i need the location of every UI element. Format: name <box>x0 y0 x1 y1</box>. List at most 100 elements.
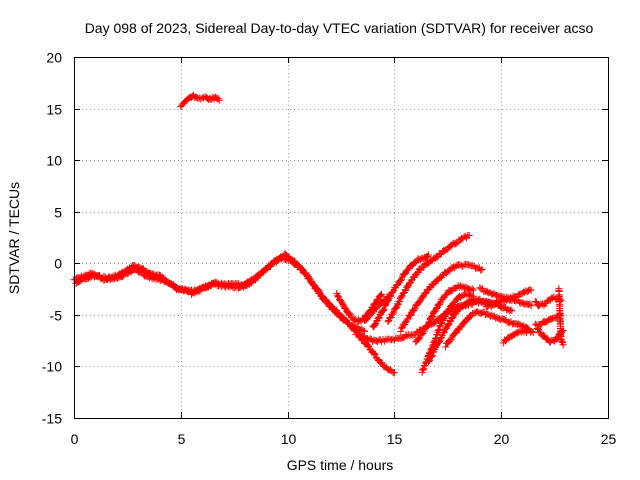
y-tick-label: 5 <box>54 205 62 221</box>
data-point <box>490 301 498 309</box>
data-point <box>536 328 544 336</box>
y-tick-label: 15 <box>46 102 62 118</box>
data-point <box>457 261 465 269</box>
data-point <box>98 274 106 282</box>
data-point <box>106 276 114 284</box>
data-point <box>425 319 433 327</box>
data-point <box>415 299 423 307</box>
data-point <box>404 266 412 274</box>
data-point <box>435 337 443 345</box>
data-point <box>508 307 516 315</box>
series-track-f <box>360 291 394 324</box>
x-tick-label: 0 <box>71 431 79 447</box>
data-point <box>444 320 452 328</box>
y-axis-label: SDTVAR / TECUs <box>6 182 22 294</box>
data-point <box>435 326 443 334</box>
data-point <box>364 342 372 350</box>
data-point <box>548 294 556 302</box>
data-point <box>528 327 536 335</box>
series-track-j <box>412 282 477 346</box>
data-point <box>426 356 434 364</box>
data-point <box>384 318 392 326</box>
data-point <box>279 254 287 262</box>
x-tick-label: 10 <box>281 431 297 447</box>
data-point <box>314 285 322 293</box>
data-point <box>428 353 436 361</box>
data-point <box>215 96 223 104</box>
data-point <box>406 311 414 319</box>
data-point <box>534 324 542 332</box>
data-point <box>445 337 453 345</box>
y-tick-label: 20 <box>46 50 62 66</box>
data-point <box>370 350 378 358</box>
data-point <box>377 291 385 299</box>
y-tick-label: -10 <box>42 359 62 375</box>
data-point <box>436 300 444 308</box>
data-point <box>404 315 412 323</box>
data-point <box>309 280 317 288</box>
data-point <box>558 337 566 345</box>
data-point <box>425 251 433 259</box>
grid-layer <box>74 57 608 418</box>
data-point <box>437 334 445 342</box>
data-point <box>392 281 400 289</box>
data-point <box>442 291 450 299</box>
data-point <box>527 286 535 294</box>
data-point <box>465 231 473 239</box>
data-point <box>441 312 449 320</box>
data-point <box>421 290 429 298</box>
data-point <box>369 349 377 357</box>
y-tick-label: 10 <box>46 153 62 169</box>
data-point <box>428 313 436 321</box>
data-point <box>397 327 405 335</box>
data-point <box>409 331 417 339</box>
series-track-c <box>177 91 223 110</box>
data-point <box>415 335 423 343</box>
data-point <box>419 366 427 374</box>
x-tick-label: 20 <box>494 431 510 447</box>
x-tick-label: 5 <box>178 431 186 447</box>
data-point <box>316 288 324 296</box>
data-point <box>431 307 439 315</box>
data-point <box>397 294 405 302</box>
data-point <box>406 332 414 340</box>
data-point <box>370 321 378 329</box>
series-track-b <box>72 254 368 335</box>
data-point <box>346 310 354 318</box>
data-point <box>390 369 398 377</box>
data-point <box>447 315 455 323</box>
y-tick-label: 0 <box>54 256 62 272</box>
data-point <box>446 305 454 313</box>
data-point <box>457 323 465 331</box>
data-point <box>419 365 427 373</box>
data-point <box>437 319 445 327</box>
data-point <box>527 302 535 310</box>
series-track-g <box>369 251 433 331</box>
data-point <box>212 280 220 288</box>
data-point <box>559 341 567 349</box>
points-layer <box>70 91 567 377</box>
data-point <box>526 300 534 308</box>
data-point <box>397 277 405 285</box>
data-point <box>464 261 472 269</box>
data-point <box>386 292 394 300</box>
data-point <box>389 288 397 296</box>
series-track-o <box>482 295 535 311</box>
data-point <box>449 314 457 322</box>
data-point <box>315 287 323 295</box>
data-point <box>444 307 452 315</box>
data-point <box>421 359 429 367</box>
data-point <box>328 303 336 311</box>
data-point <box>432 304 440 312</box>
data-point <box>189 287 197 295</box>
data-point <box>339 301 347 309</box>
plot-frame <box>74 57 609 419</box>
data-point <box>333 292 341 300</box>
data-point <box>478 265 486 273</box>
x-tick-label: 25 <box>601 431 617 447</box>
series-track-i <box>397 260 486 335</box>
data-point <box>469 286 477 294</box>
data-point <box>380 305 388 313</box>
data-point <box>428 351 436 359</box>
